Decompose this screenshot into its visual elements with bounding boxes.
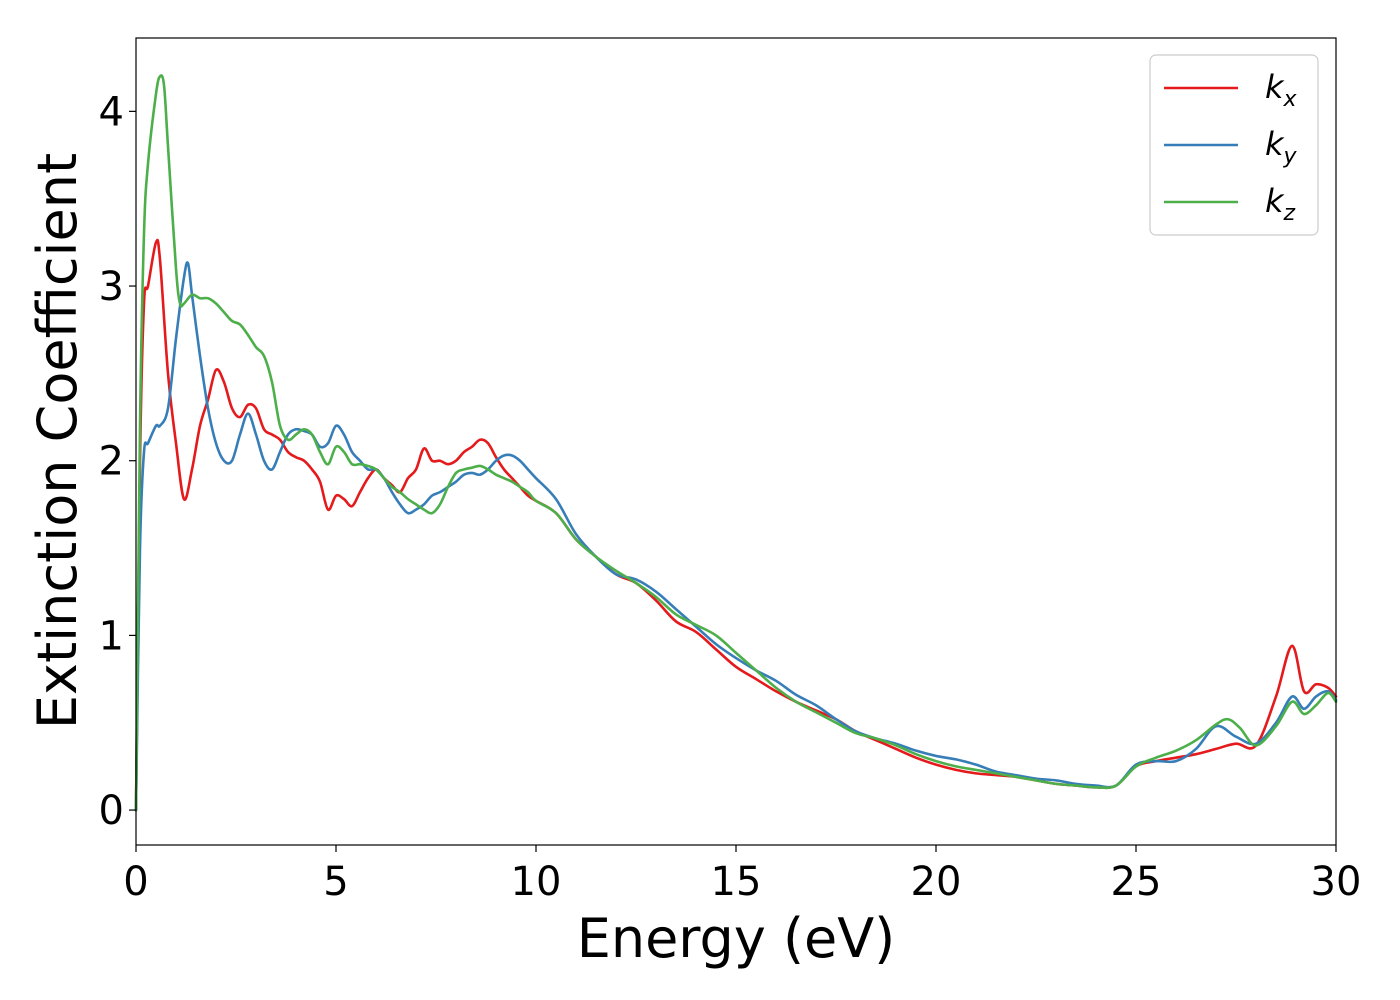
- legend: kx ky kz: [1149, 54, 1319, 236]
- legend-label-z: kz: [1265, 182, 1296, 226]
- series-line-y: [134, 261, 1338, 812]
- x-tick-label: 30: [1311, 859, 1362, 905]
- x-tick-label: 10: [511, 859, 562, 905]
- y-tick-label: 1: [99, 613, 124, 659]
- x-tick-label: 15: [711, 859, 762, 905]
- x-tick-label: 0: [123, 859, 148, 905]
- y-tick-label: 4: [99, 89, 124, 135]
- x-tick-label: 5: [323, 859, 348, 905]
- series-line-z: [134, 74, 1338, 812]
- series-layer: [134, 74, 1338, 812]
- y-tick-label: 0: [99, 788, 124, 834]
- y-tick-label: 2: [99, 439, 124, 485]
- ticks-layer: 0 5 10 15 20 25 30 0 1 2 3 4: [99, 89, 1362, 905]
- y-axis-title: Extinction Coefficient: [26, 153, 89, 729]
- series-line-x: [134, 238, 1338, 812]
- x-tick-label: 20: [911, 859, 962, 905]
- plot-frame: [135, 37, 1337, 846]
- x-axis-title: Energy (eV): [577, 907, 896, 970]
- legend-label-x: kx: [1265, 68, 1298, 112]
- legend-label-y: ky: [1265, 125, 1298, 169]
- y-tick-label: 3: [99, 264, 124, 310]
- x-tick-label: 25: [1111, 859, 1162, 905]
